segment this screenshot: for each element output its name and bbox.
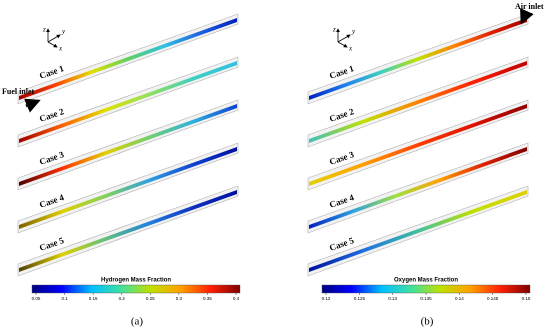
inlet-arrow (24, 98, 41, 113)
colorbar-tick-label: 0.14 (455, 296, 464, 301)
channel (19, 190, 237, 272)
channel (19, 147, 237, 229)
axis-label: y (351, 28, 356, 36)
colorbar-tick-label: 0.13 (388, 296, 397, 301)
colorbar-tick-label: 0.05 (32, 296, 41, 301)
channel (309, 104, 527, 186)
colorbar-tick-label: 0.125 (354, 296, 366, 301)
colorbar-tick-label: 0.1 (61, 296, 68, 301)
inlet-arrow (520, 7, 534, 25)
axis-label: z (332, 26, 336, 34)
colorbar-tick-label: 0.15 (89, 296, 98, 301)
colorbar-tick-label: 0.2 (119, 296, 126, 301)
colorbar-title: Hydrogen Mass Fraction (101, 278, 171, 284)
axis-label: z (42, 26, 46, 34)
axis-label: x (58, 45, 63, 53)
channel (309, 190, 527, 272)
channel (309, 61, 527, 143)
colorbar-tick-label: 0.145 (487, 296, 499, 301)
channel (19, 18, 237, 100)
colorbar-tick-label: 0.25 (146, 296, 155, 301)
channel (19, 61, 237, 143)
colorbar (31, 284, 241, 294)
axis-arrow (47, 41, 58, 48)
channel (309, 147, 527, 229)
colorbar-tick-label: 0.4 (233, 296, 240, 301)
inlet-label: Air inlet (515, 2, 544, 11)
axis-arrow (47, 34, 61, 43)
colorbar-tick-label: 0.35 (203, 296, 212, 301)
colorbar-tick-label: 0.12 (322, 296, 331, 301)
panel-label: (b) (421, 316, 434, 328)
axis-arrow (337, 41, 348, 48)
channel (19, 104, 237, 186)
colorbar-tick-label: 0.135 (420, 296, 432, 301)
panel-label: (a) (131, 316, 144, 328)
axis-label: y (61, 28, 66, 36)
colorbar-tick-label: 0.3 (176, 296, 183, 301)
colorbar (321, 284, 531, 294)
axis-label: x (348, 45, 353, 53)
colorbar-title: Oxygen Mass Fraction (394, 278, 458, 284)
axis-arrow (337, 34, 351, 43)
channel (309, 18, 527, 100)
inlet-label: Fuel inlet (2, 87, 35, 96)
colorbar-tick-label: 0.15 (522, 296, 531, 301)
